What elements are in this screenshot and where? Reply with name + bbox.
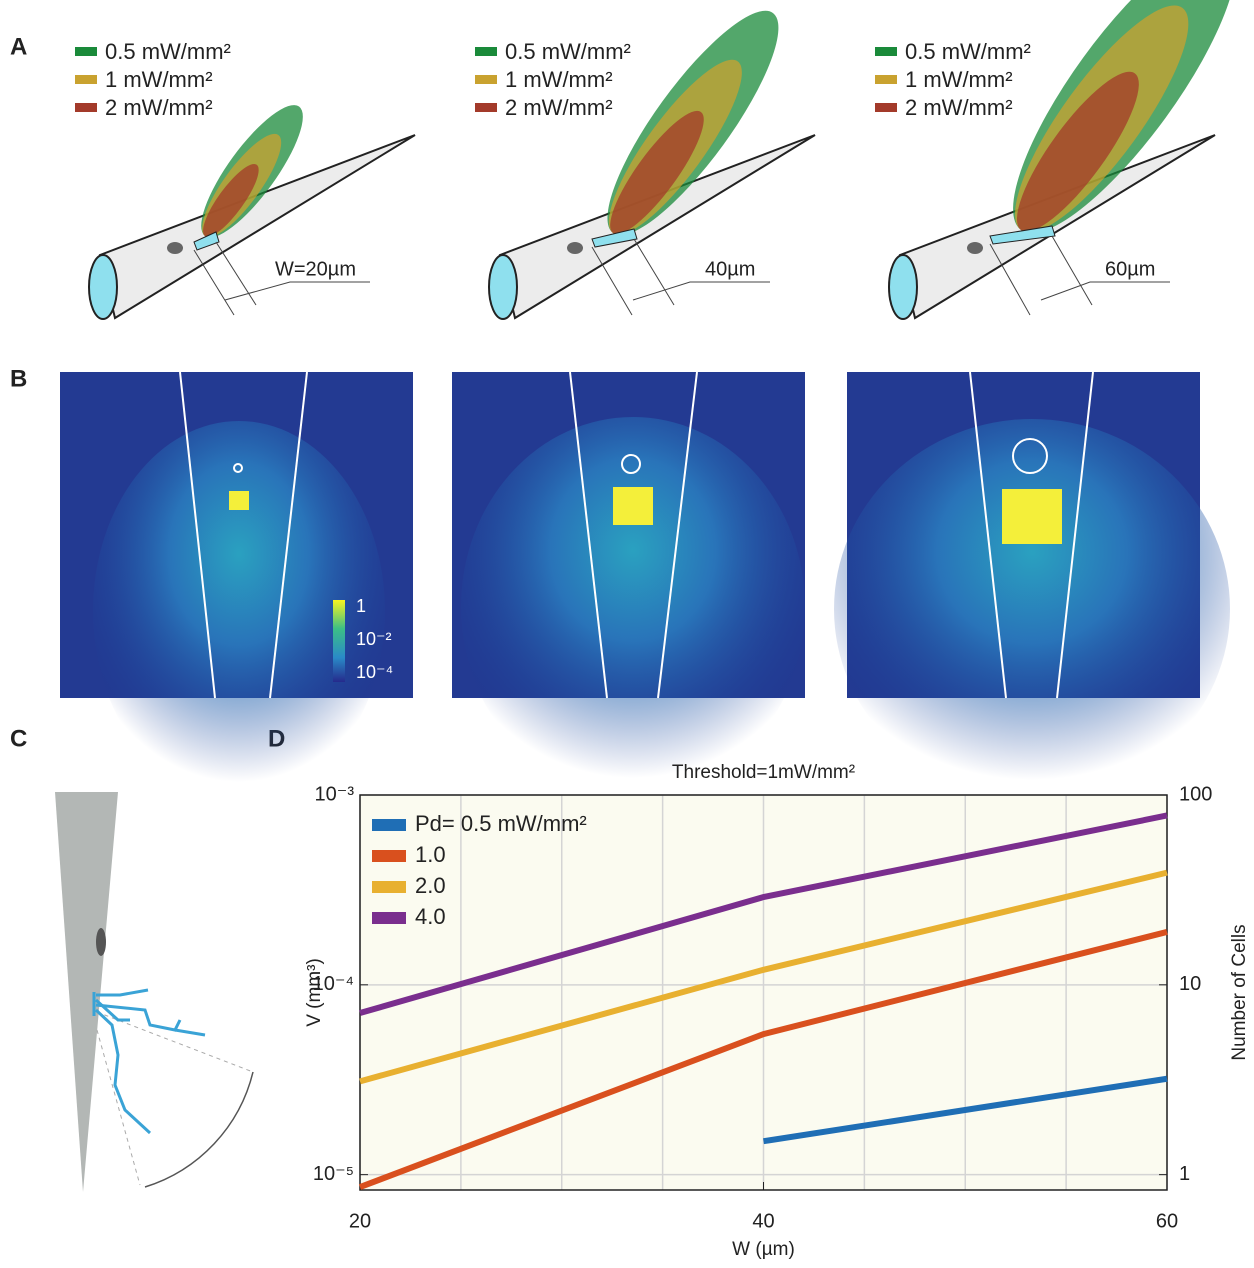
dim-line [1041, 282, 1170, 300]
probe-end [489, 255, 517, 319]
figure: A B C D 0.5 mW/mm²1 mW/mm²2 mW/mm²W=20µm… [0, 0, 1254, 1268]
legend-swatch [372, 819, 406, 831]
heatmap-glow [834, 419, 1230, 799]
legend-text: 1 mW/mm² [505, 67, 613, 92]
x-tick-label: 60 [1156, 1210, 1178, 1232]
dim-line [194, 250, 234, 315]
heatmap-glow [461, 417, 805, 797]
panel-b: 1 10⁻² 10⁻⁴ [60, 372, 1230, 801]
legend-text: 1 mW/mm² [905, 67, 1013, 92]
colorbar-label: 10⁻² [356, 629, 392, 649]
legend-text: 2 mW/mm² [905, 95, 1013, 120]
source [1002, 489, 1062, 544]
dim-label: W=20µm [275, 258, 356, 280]
legend-text: 2 mW/mm² [505, 95, 613, 120]
legend-text: 1.0 [415, 842, 446, 867]
legend-text: 1 mW/mm² [105, 67, 213, 92]
legend-text: 0.5 mW/mm² [905, 39, 1031, 64]
arc [145, 1072, 253, 1187]
y-tick-label: 10⁻⁵ [313, 1163, 354, 1185]
colorbar [333, 600, 345, 682]
y2-axis-label: Number of Cells [1229, 924, 1250, 1060]
dim-line [1052, 236, 1092, 305]
colorbar-label: 1 [356, 596, 366, 616]
chart-title: Threshold=1mW/mm² [672, 762, 855, 783]
colorbar-label: 10⁻⁴ [356, 662, 393, 682]
site [567, 242, 583, 254]
dim-label: 40µm [705, 258, 755, 280]
site [96, 928, 106, 956]
probe-end [889, 255, 917, 319]
legend-text: 0.5 mW/mm² [505, 39, 631, 64]
x-tick-label: 40 [752, 1210, 774, 1232]
legend-text: Pd= 0.5 mW/mm² [415, 811, 587, 836]
legend-swatch [372, 881, 406, 893]
panel-a: 0.5 mW/mm² 1 mW/mm² 2 mW/mm² W=20µm 0.5 mW/m… [75, 0, 1254, 319]
legend-swatch [75, 103, 97, 112]
legend-text: 4.0 [415, 904, 446, 929]
legend-text: 2.0 [415, 873, 446, 898]
dim-line [633, 282, 770, 300]
y2-tick-label: 1 [1179, 1163, 1190, 1185]
panel-label: A [10, 33, 27, 60]
y2-tick-label: 10 [1179, 973, 1201, 995]
legend-text: 0.5 mW/mm² [105, 39, 231, 64]
site [167, 242, 183, 254]
legend-swatch [75, 75, 97, 84]
legend-swatch [875, 75, 897, 84]
legend-swatch [475, 103, 497, 112]
y-axis-label: V (mm³) [304, 958, 325, 1027]
dim-label: 60µm [1105, 258, 1155, 280]
y2-tick-label: 100 [1179, 783, 1212, 805]
probe [55, 792, 118, 1192]
dim-line [634, 239, 674, 305]
y-tick-label: 10⁻³ [315, 783, 355, 805]
legend-swatch [75, 47, 97, 56]
x-axis-label: W (µm) [732, 1239, 795, 1260]
x-tick-label: 20 [349, 1210, 371, 1232]
legend-swatch [475, 75, 497, 84]
legend-swatch [875, 103, 897, 112]
axon-tree [94, 990, 205, 1133]
panel-label: B [10, 365, 27, 392]
source [613, 487, 653, 525]
panel-c [55, 792, 253, 1192]
legend-swatch [372, 912, 406, 924]
legend-swatch [475, 47, 497, 56]
probe-end [89, 255, 117, 319]
legend-text: 2 mW/mm² [105, 95, 213, 120]
site [967, 242, 983, 254]
legend-swatch [875, 47, 897, 56]
source [229, 491, 249, 510]
legend-swatch [372, 850, 406, 862]
panel-label: C [10, 725, 27, 752]
